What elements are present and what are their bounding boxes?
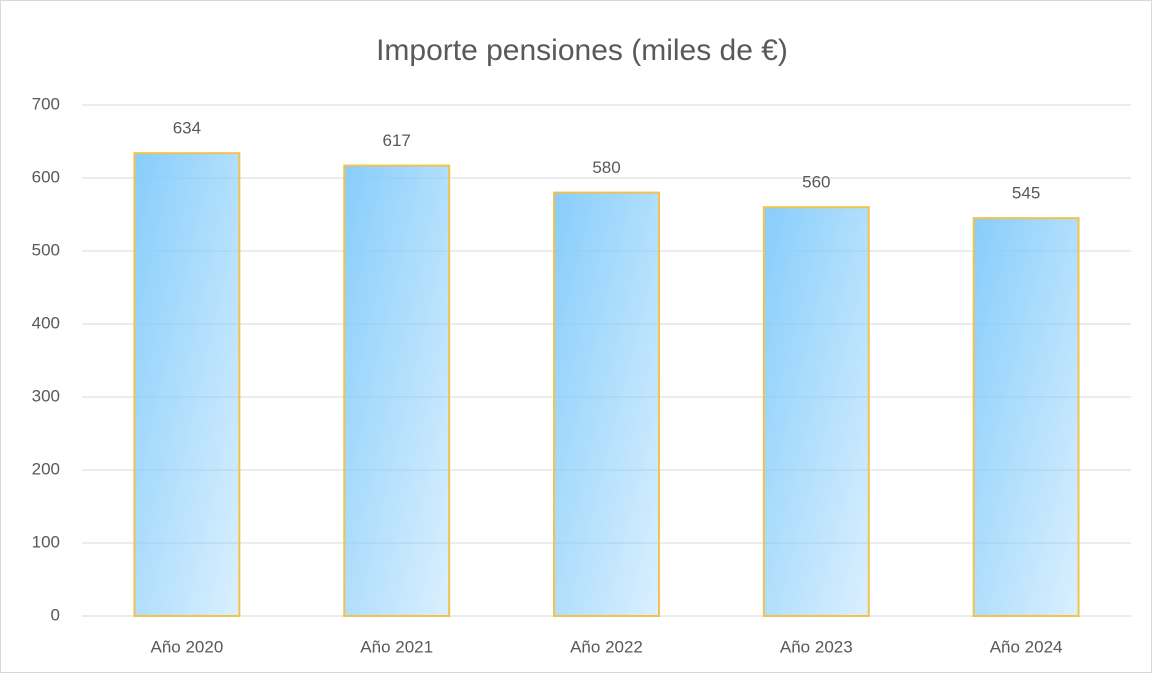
- bar: [133, 152, 241, 617]
- y-tick-label: 300: [32, 386, 60, 405]
- data-label: 580: [592, 158, 620, 177]
- y-tick-label: 400: [32, 313, 60, 332]
- x-tick-label: Año 2023: [780, 637, 853, 656]
- data-label: 545: [1012, 184, 1040, 203]
- y-tick-label: 0: [51, 605, 60, 624]
- data-label: 617: [383, 131, 411, 150]
- y-tick-label: 500: [32, 240, 60, 259]
- y-tick-label: 700: [32, 94, 60, 113]
- x-tick-label: Año 2021: [360, 637, 433, 656]
- x-tick-label: Año 2024: [990, 637, 1063, 656]
- data-label: 634: [173, 119, 201, 138]
- bar: [343, 164, 451, 617]
- y-tick-label: 100: [32, 532, 60, 551]
- x-tick-label: Año 2022: [570, 637, 643, 656]
- y-tick-label: 600: [32, 167, 60, 186]
- bar: [972, 217, 1080, 617]
- y-tick-label: 200: [32, 459, 60, 478]
- x-tick-label: Año 2020: [151, 637, 224, 656]
- bar: [553, 191, 660, 617]
- data-label: 560: [802, 173, 830, 192]
- bar: [762, 206, 870, 617]
- chart-title: Importe pensiones (miles de €): [376, 34, 788, 67]
